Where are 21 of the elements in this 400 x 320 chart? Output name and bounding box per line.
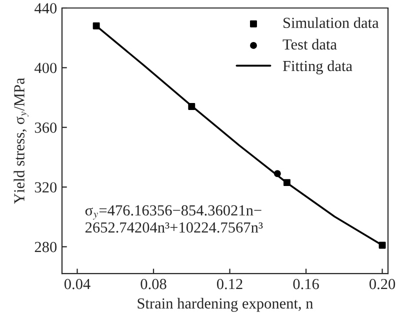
x-tick-label: 0.20 <box>369 278 396 290</box>
legend-label: Fitting data <box>282 60 352 74</box>
annotation: σ$_{y}$=476.16356−854.36021n− 2652.74204n³+10224.7567n³ <box>85 205 263 233</box>
y-tick-label: 400 <box>34 62 57 74</box>
point <box>92 22 100 30</box>
y-tick-label: 320 <box>34 182 57 193</box>
y-axis-title: Yield stress, σ$_{y}$/MPa <box>14 78 29 204</box>
x-tick-label: 0.12 <box>216 278 242 290</box>
x-tick-label: 0.04 <box>64 278 90 290</box>
point <box>274 170 281 178</box>
point <box>283 179 290 186</box>
point <box>378 242 386 249</box>
x-tick-label: 0.08 <box>140 278 166 290</box>
y-tick-label: 440 <box>34 3 57 14</box>
legend-label: Simulation data <box>284 17 379 28</box>
y-tick-label: 280 <box>34 242 57 252</box>
x-tick-label: 0.16 <box>293 278 319 290</box>
y-tick-label: 360 <box>34 122 57 133</box>
legend-label: Test data <box>282 38 337 50</box>
point <box>188 103 196 110</box>
x-axis-title: Strain hardening exponent, n <box>138 298 314 312</box>
